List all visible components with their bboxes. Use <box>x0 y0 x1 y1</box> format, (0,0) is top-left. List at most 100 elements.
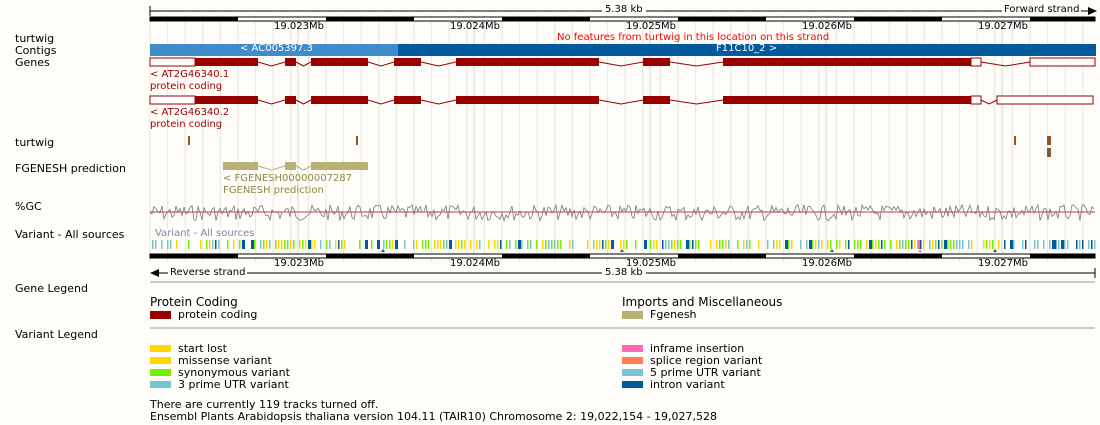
variant-mark <box>494 240 496 249</box>
variant-mark <box>950 240 952 249</box>
variant-mark <box>215 240 217 249</box>
variant-mark <box>848 240 850 249</box>
tick-label: 19.023Mb <box>274 21 324 32</box>
variant-mark <box>773 240 775 249</box>
variant-mark <box>572 240 574 249</box>
variant-mark <box>458 240 460 249</box>
track-label-turtwig-top[interactable]: turtwig <box>15 32 55 45</box>
track-label-contigs[interactable]: Contigs <box>15 44 57 57</box>
gene-biotype-2: protein coding <box>150 119 223 130</box>
variant-legend-item: intron variant <box>650 378 725 391</box>
gene-utr <box>996 95 1094 105</box>
variant-mark <box>869 240 872 249</box>
variant-mark <box>1049 240 1051 249</box>
variant-mark <box>440 240 442 249</box>
ruler-segment <box>326 17 414 21</box>
variant-mark <box>908 240 910 249</box>
gene-exon <box>643 58 670 66</box>
variant-mark <box>884 240 886 249</box>
variant-mark <box>254 240 256 249</box>
variant-mark <box>695 240 697 249</box>
variant-mark <box>278 240 280 249</box>
track-label-fgenesh[interactable]: FGENESH prediction <box>15 162 126 175</box>
variant-mark <box>506 240 508 249</box>
variant-mark <box>389 240 391 249</box>
variant-mark <box>812 240 814 249</box>
variant-mark <box>722 240 724 249</box>
variant-legend-item: splice region variant <box>650 354 763 367</box>
variant-mark <box>941 240 943 249</box>
variant-mark <box>269 240 271 249</box>
gene-utr <box>149 57 196 67</box>
variant-mark <box>233 240 235 249</box>
variant-mark <box>671 240 673 249</box>
gene-intron <box>669 61 724 67</box>
ruler-segment <box>678 254 766 258</box>
gene-exon <box>643 96 670 104</box>
variant-legend-item: missense variant <box>178 354 272 367</box>
variant-mark <box>998 240 1000 249</box>
variant-mark <box>890 240 892 249</box>
variant-mark <box>716 240 718 249</box>
variant-mark <box>917 240 919 249</box>
track-label-genes[interactable]: Genes <box>15 56 50 69</box>
variant-mark <box>281 240 283 249</box>
gene-name-1[interactable]: < AT2G46340.1 <box>150 69 230 80</box>
variant-mark <box>293 240 295 249</box>
variant-mark <box>992 240 994 249</box>
variant-mark <box>212 240 214 249</box>
variant-mark <box>167 240 169 249</box>
variant-mark <box>689 240 691 249</box>
gene-legend-label: Gene Legend <box>15 282 88 295</box>
track-label-variant[interactable]: Variant - All sources <box>15 228 125 241</box>
gene-utr <box>970 57 982 67</box>
variant-mark <box>944 240 947 249</box>
variant-mark <box>599 240 601 249</box>
track-label-gc[interactable]: %GC <box>15 200 42 213</box>
fgenesh-name[interactable]: < FGENESH00000007287 <box>223 173 353 184</box>
variant-mark <box>866 240 868 249</box>
variant-mark <box>500 240 502 249</box>
fgenesh-exon <box>311 162 368 170</box>
fgenesh-intron <box>257 165 286 171</box>
variant-mark <box>656 240 658 249</box>
variant-mark <box>698 240 700 249</box>
variant-mark <box>1055 240 1057 249</box>
variant-legend-swatch <box>150 345 171 352</box>
variant-mark <box>239 240 241 249</box>
variant-mark <box>962 240 964 249</box>
gene-utr <box>149 95 196 105</box>
tick-label: 19.027Mb <box>978 258 1028 269</box>
contig-label-right[interactable]: F11C10_2 > <box>716 43 778 54</box>
variant-mark <box>1082 240 1084 249</box>
gene-intron <box>367 61 395 67</box>
variant-mark <box>1043 240 1045 249</box>
variant-legend-item: 3 prime UTR variant <box>178 378 289 391</box>
variant-mark <box>1013 240 1015 249</box>
variant-mark <box>1004 240 1006 249</box>
variant-mark <box>1088 240 1090 249</box>
variant-mark <box>857 240 859 249</box>
variant-mark <box>710 240 712 249</box>
gene-exon <box>311 96 368 104</box>
fgenesh-intron <box>295 165 312 171</box>
gene-intron <box>669 99 724 105</box>
variant-mark <box>692 240 694 249</box>
variant-mark <box>593 240 595 249</box>
track-label-turtwig[interactable]: turtwig <box>15 136 55 149</box>
variant-mark <box>446 240 448 249</box>
variant-mark <box>299 240 301 249</box>
gene-legend-swatch <box>150 311 171 319</box>
gene-name-2[interactable]: < AT2G46340.2 <box>150 107 230 118</box>
gene-exon <box>723 58 971 66</box>
variant-mark <box>653 240 655 249</box>
contig-label-left[interactable]: < AC005397.3 <box>240 43 313 54</box>
variant-mark <box>314 240 316 249</box>
variant-legend-swatch <box>622 345 643 352</box>
variant-mark <box>860 240 862 249</box>
variant-mark <box>881 240 883 249</box>
variant-mark <box>1058 240 1060 249</box>
variant-mark <box>284 240 286 249</box>
variant-mark <box>746 240 748 249</box>
